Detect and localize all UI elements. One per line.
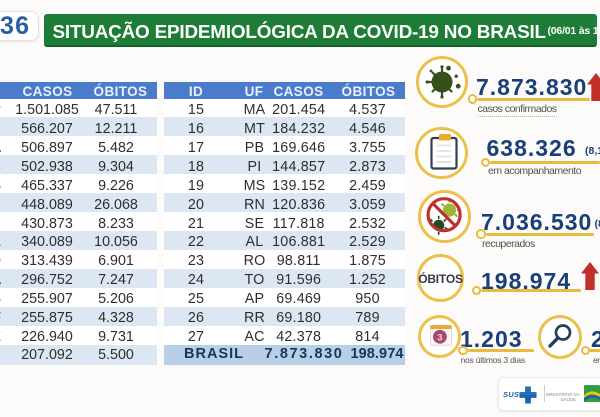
svg-text:3: 3 xyxy=(437,332,442,343)
